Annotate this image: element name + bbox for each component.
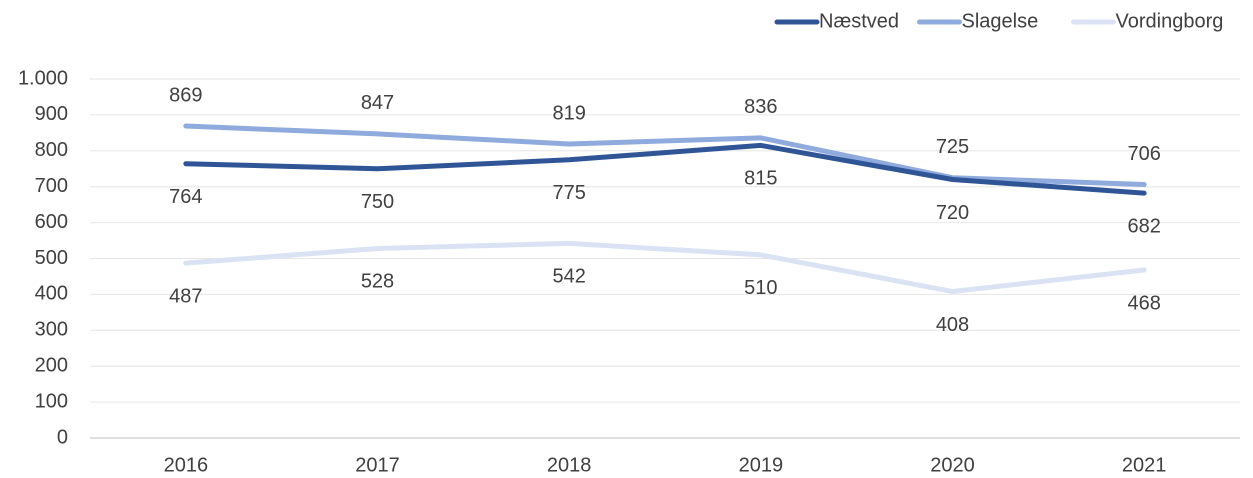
y-tick-label: 0 bbox=[57, 426, 68, 448]
series-line bbox=[183, 123, 1147, 188]
x-tick-label: 2021 bbox=[1122, 454, 1167, 476]
data-label: 720 bbox=[936, 202, 969, 224]
y-tick-label: 500 bbox=[35, 247, 68, 269]
data-label: 510 bbox=[744, 277, 777, 299]
x-tick-label: 2019 bbox=[739, 454, 784, 476]
x-tick-label: 2018 bbox=[547, 454, 592, 476]
legend-label: Slagelse bbox=[962, 10, 1039, 32]
data-label: 706 bbox=[1127, 143, 1160, 165]
x-tick-label: 2017 bbox=[355, 454, 400, 476]
data-label: 725 bbox=[936, 136, 969, 158]
data-label: 819 bbox=[552, 102, 585, 124]
data-label: 775 bbox=[552, 182, 585, 204]
data-label: 815 bbox=[744, 168, 777, 190]
series-line bbox=[183, 142, 1147, 196]
data-label: 750 bbox=[361, 191, 394, 213]
data-label: 869 bbox=[169, 84, 202, 106]
x-tick-label: 2016 bbox=[164, 454, 209, 476]
y-tick-label: 800 bbox=[35, 139, 68, 161]
data-label: 764 bbox=[169, 186, 202, 208]
y-tick-label: 100 bbox=[35, 390, 68, 412]
data-label: 682 bbox=[1127, 215, 1160, 237]
legend-label: Næstved bbox=[819, 10, 899, 32]
series-line bbox=[183, 240, 1147, 295]
data-label: 408 bbox=[936, 314, 969, 336]
data-label: 836 bbox=[744, 96, 777, 118]
y-tick-label: 900 bbox=[35, 103, 68, 125]
y-tick-label: 400 bbox=[35, 283, 68, 305]
legend-label: Vordingborg bbox=[1116, 10, 1224, 32]
y-tick-label: 700 bbox=[35, 175, 68, 197]
data-label: 468 bbox=[1127, 292, 1160, 314]
y-tick-label: 300 bbox=[35, 319, 68, 341]
x-tick-label: 2020 bbox=[930, 454, 975, 476]
data-label: 528 bbox=[361, 271, 394, 293]
data-label: 487 bbox=[169, 285, 202, 307]
y-tick-label: 600 bbox=[35, 211, 68, 233]
data-label: 847 bbox=[361, 92, 394, 114]
y-tick-label: 1.000 bbox=[18, 67, 68, 89]
y-tick-label: 200 bbox=[35, 354, 68, 376]
data-label: 542 bbox=[552, 266, 585, 288]
